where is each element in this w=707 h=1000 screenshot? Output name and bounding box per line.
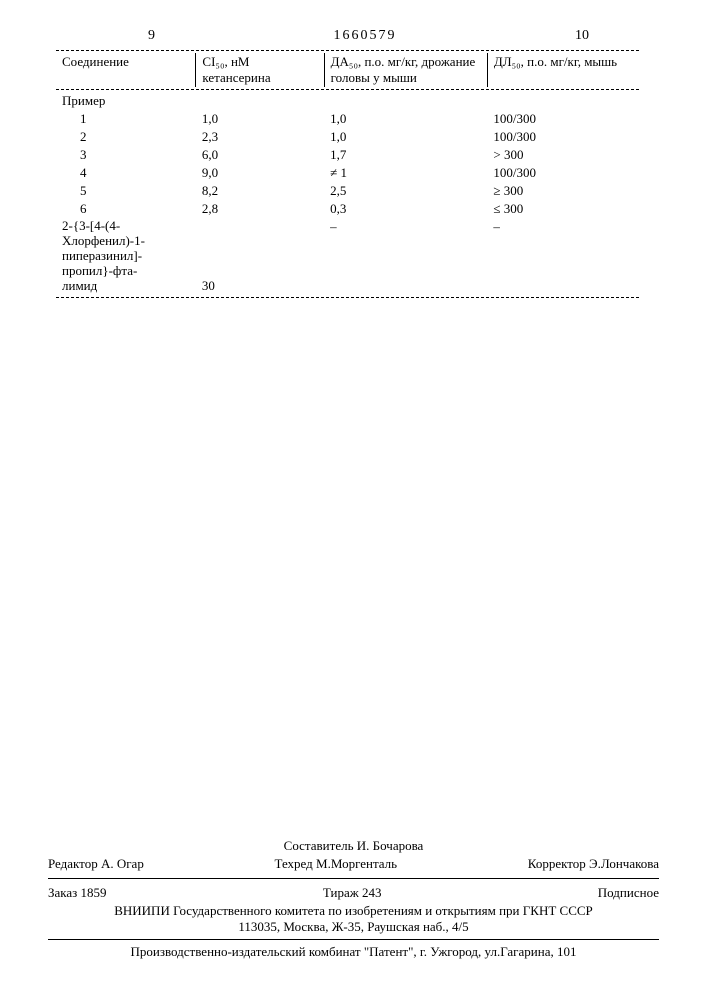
compound-name-line: лимид xyxy=(62,278,97,293)
compound-name-cell: 2-{3-[4-(4- Хлорфенил)-1- пиперазинил]- … xyxy=(56,218,196,295)
org2-line: Производственно-издательский комбинат "П… xyxy=(48,944,659,960)
addr1-line: 113035, Москва, Ж-35, Раушская наб., 4/5 xyxy=(48,919,659,935)
da50-cell: 2,5 xyxy=(324,182,487,200)
dl50-cell: ≤ 300 xyxy=(487,200,639,218)
ci50-cell: 2,8 xyxy=(196,200,324,218)
da50-cell: 1,0 xyxy=(324,128,487,146)
editor-label: Редактор А. Огар xyxy=(48,856,144,872)
row-label: 1 xyxy=(56,110,196,128)
order-row: Заказ 1859 Тираж 243 Подписное xyxy=(48,883,659,903)
top-rule xyxy=(56,50,639,51)
table-row: 6 2,8 0,3 ≤ 300 xyxy=(56,200,639,218)
table-row: 1 1,0 1,0 100/300 xyxy=(56,110,639,128)
page-left-num: 9 xyxy=(148,28,155,44)
da50-cell: 0,3 xyxy=(324,200,487,218)
divider xyxy=(48,939,659,940)
org1-line: ВНИИПИ Государственного комитета по изоб… xyxy=(48,903,659,919)
patent-page: 9 1660579 10 Соединение СI₅₀, нМ кетансе… xyxy=(0,0,707,1000)
compound-name-line: пиперазинил]- xyxy=(62,248,142,263)
ci50-cell: 1,0 xyxy=(196,110,324,128)
patent-number: 1660579 xyxy=(334,28,397,44)
bottom-rule xyxy=(56,297,639,298)
ci50-cell: 30 xyxy=(196,218,324,295)
row-label: 3 xyxy=(56,146,196,164)
dl50-cell: 100/300 xyxy=(487,110,639,128)
order-label: Заказ 1859 xyxy=(48,885,107,901)
col-header-da50: ДА₅₀, п.о. мг/кг, дрожание головы у мыши xyxy=(324,53,487,87)
table-row: 5 8,2 2,5 ≥ 300 xyxy=(56,182,639,200)
row-label: 2 xyxy=(56,128,196,146)
credits-row: Редактор А. Огар Техред М.Моргенталь Кор… xyxy=(48,854,659,874)
corrector-label: Корректор Э.Лончакова xyxy=(528,856,659,872)
col-header-ci50: СI₅₀, нМ кетансерина xyxy=(196,53,324,87)
table-row: 2 2,3 1,0 100/300 xyxy=(56,128,639,146)
compound-name-line: 2-{3-[4-(4- xyxy=(62,218,120,233)
footer: Составитель И. Бочарова Редактор А. Огар… xyxy=(48,838,659,960)
data-table-container: Соединение СI₅₀, нМ кетансерина ДА₅₀, п.… xyxy=(56,50,639,298)
compound-name-line: пропил}-фта- xyxy=(62,263,137,278)
row-label: 5 xyxy=(56,182,196,200)
dl50-cell: > 300 xyxy=(487,146,639,164)
row-label: 6 xyxy=(56,200,196,218)
page-right-num: 10 xyxy=(575,28,589,44)
dl50-cell: 100/300 xyxy=(487,164,639,182)
da50-cell: 1,0 xyxy=(324,110,487,128)
table-row: 3 6,0 1,7 > 300 xyxy=(56,146,639,164)
row-label: 4 xyxy=(56,164,196,182)
compound-row: 2-{3-[4-(4- Хлорфенил)-1- пиперазинил]- … xyxy=(56,218,639,295)
composer-line: Составитель И. Бочарова xyxy=(48,838,659,854)
section-label: Пример xyxy=(56,92,639,110)
ci50-cell: 2,3 xyxy=(196,128,324,146)
subscribed-label: Подписное xyxy=(598,885,659,901)
header-row: 9 1660579 10 xyxy=(48,28,659,44)
da50-cell: ≠ 1 xyxy=(324,164,487,182)
da50-cell: 1,7 xyxy=(324,146,487,164)
col-header-compound: Соединение xyxy=(56,53,196,87)
dl50-cell: 100/300 xyxy=(487,128,639,146)
divider xyxy=(48,878,659,879)
results-body: Пример 1 1,0 1,0 100/300 2 2,3 1,0 100/3… xyxy=(56,92,639,295)
dl50-cell: – xyxy=(487,218,639,295)
col-header-dl50: ДЛ₅₀, п.о. мг/кг, мышь xyxy=(487,53,639,87)
table-row: 4 9,0 ≠ 1 100/300 xyxy=(56,164,639,182)
compound-name-line: Хлорфенил)-1- xyxy=(62,233,145,248)
ci50-cell: 9,0 xyxy=(196,164,324,182)
ci50-cell: 8,2 xyxy=(196,182,324,200)
ci50-cell: 6,0 xyxy=(196,146,324,164)
results-table: Соединение СI₅₀, нМ кетансерина ДА₅₀, п.… xyxy=(56,53,639,87)
dl50-cell: ≥ 300 xyxy=(487,182,639,200)
techred-label: Техред М.Моргенталь xyxy=(275,856,398,872)
mid-rule xyxy=(56,89,639,90)
da50-cell: – xyxy=(324,218,487,295)
section-row: Пример xyxy=(56,92,639,110)
tirage-label: Тираж 243 xyxy=(323,885,382,901)
